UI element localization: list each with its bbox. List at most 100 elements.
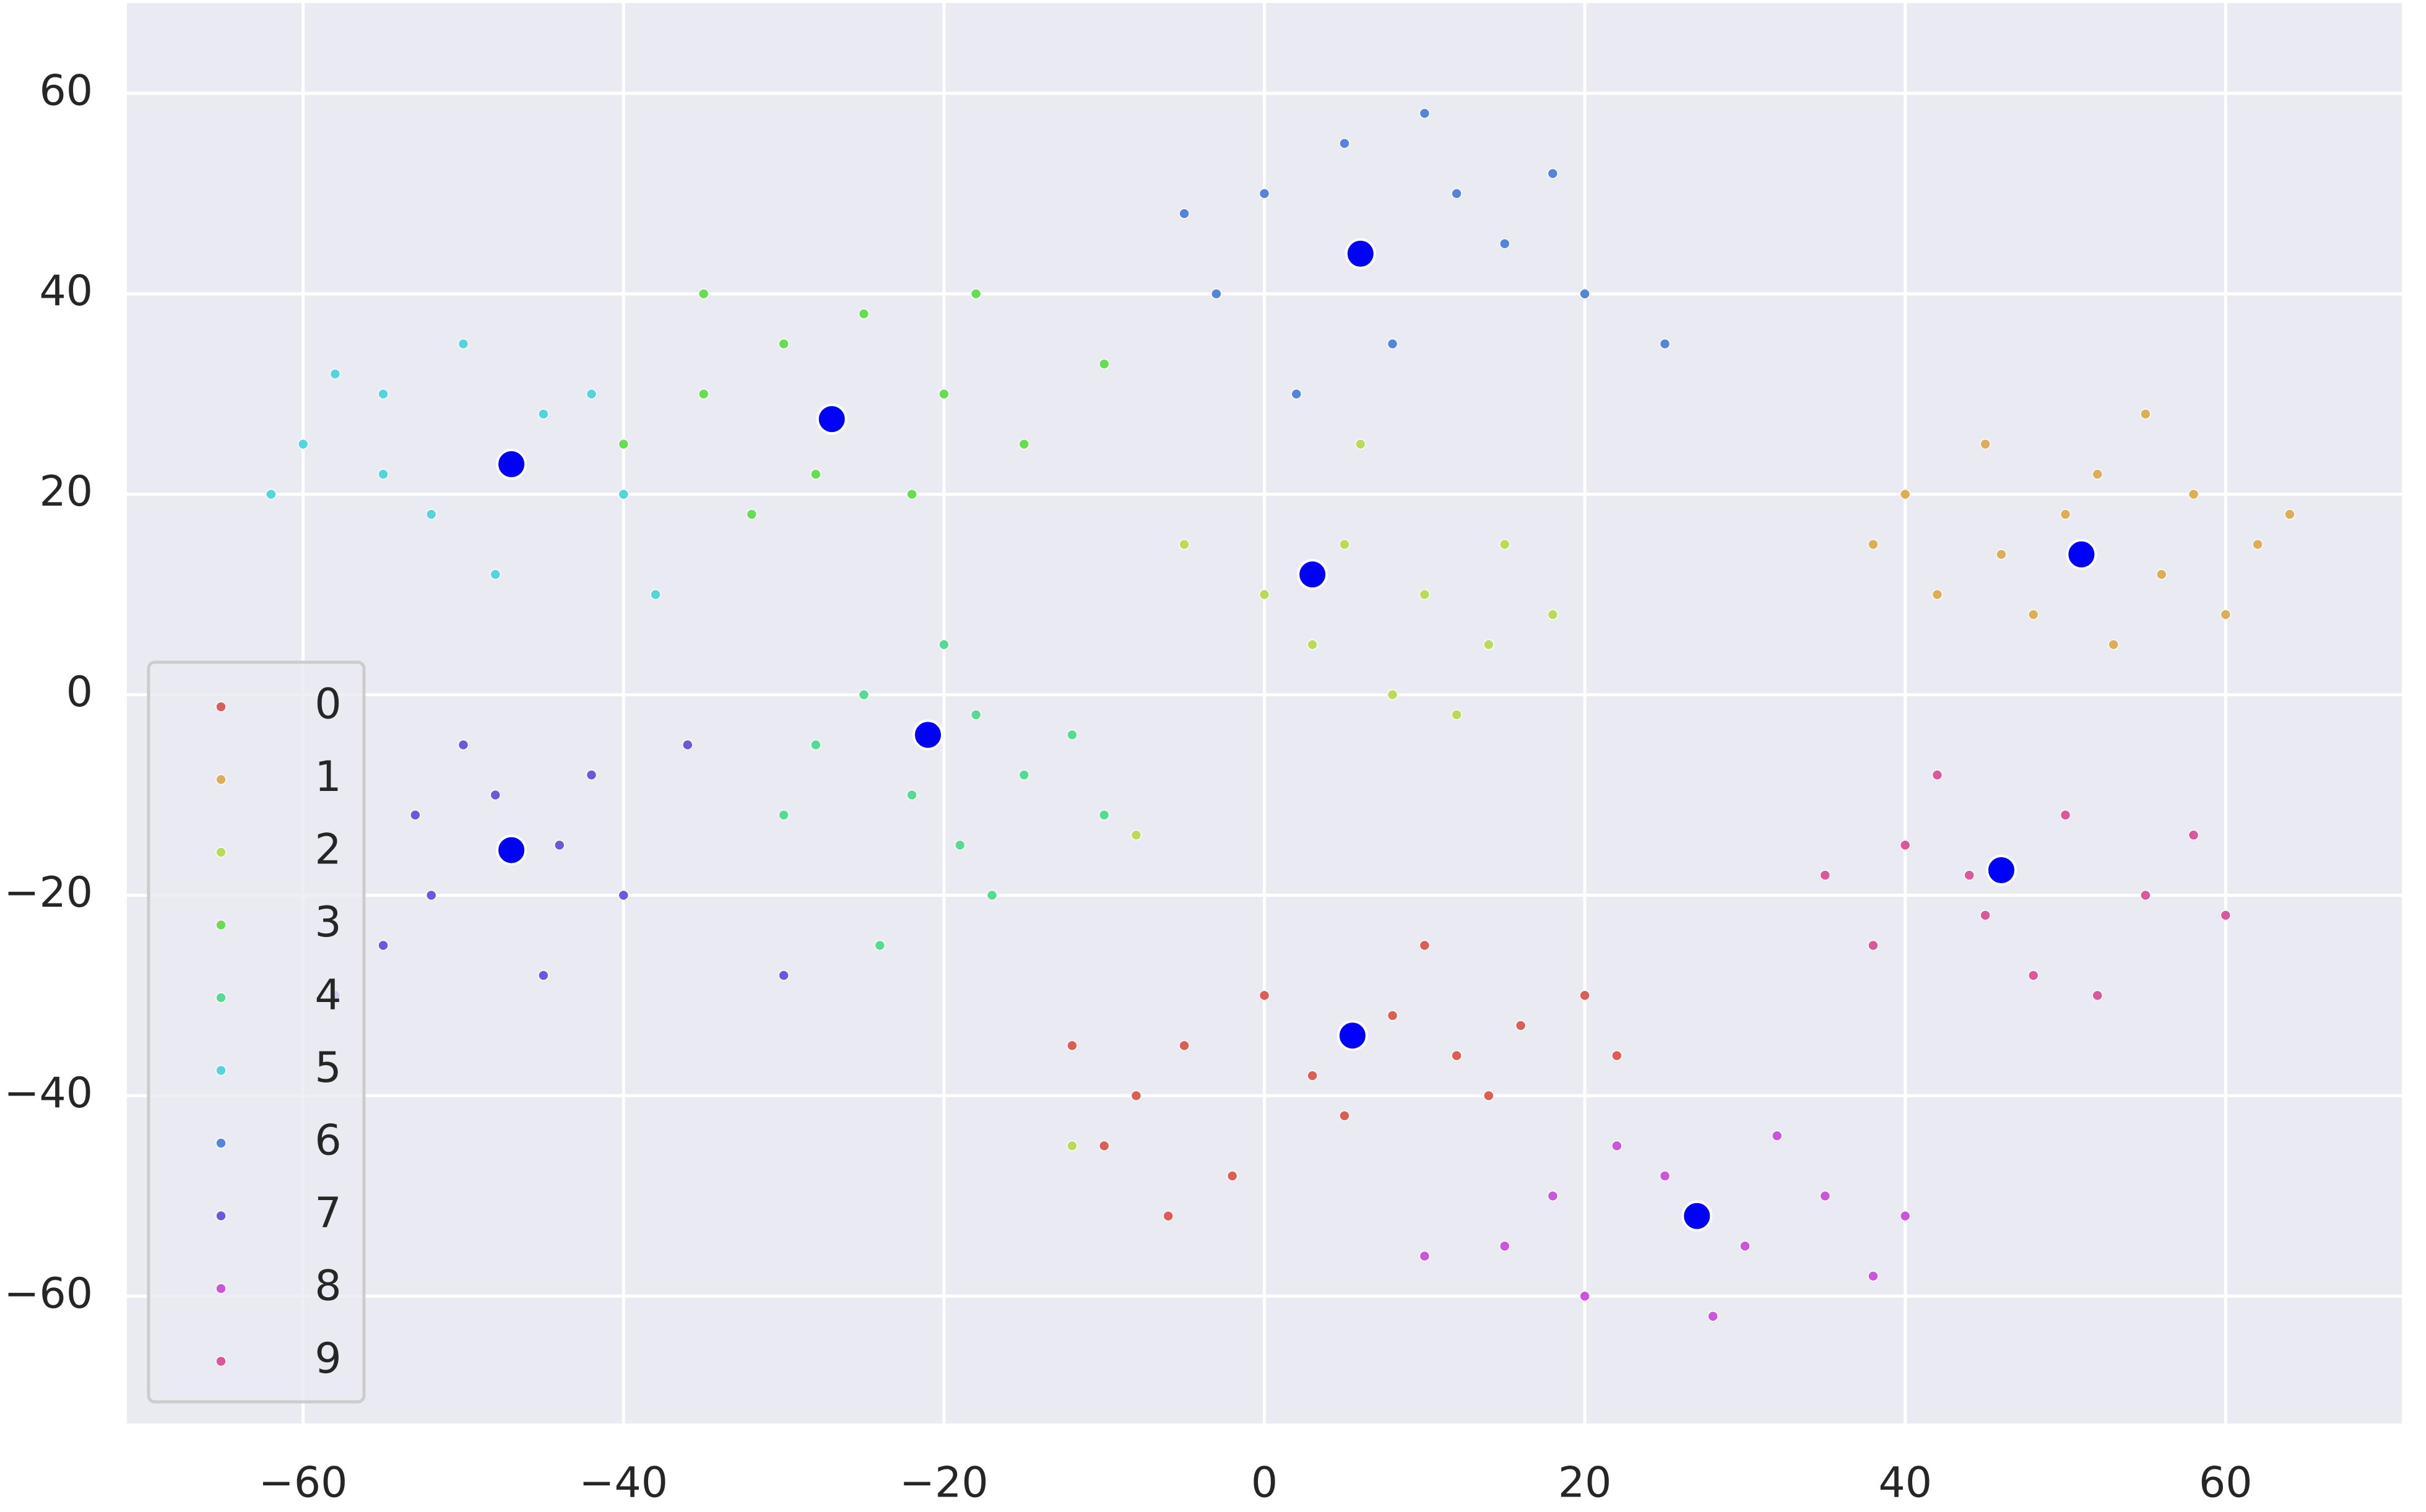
point	[858, 689, 870, 701]
x-tick-label: −60	[259, 1459, 348, 1508]
point	[650, 589, 661, 600]
legend-marker	[215, 774, 227, 785]
point	[1098, 1140, 1110, 1152]
point	[618, 438, 630, 450]
point	[1130, 829, 1142, 841]
legend-label: 8	[314, 1262, 341, 1311]
point	[1483, 1090, 1494, 1102]
point	[425, 889, 437, 901]
point	[2092, 469, 2103, 480]
point	[266, 488, 277, 500]
point	[2140, 889, 2151, 901]
point	[970, 709, 982, 720]
point	[1419, 940, 1431, 951]
point	[538, 970, 549, 981]
point	[2060, 509, 2071, 520]
point	[1067, 1140, 1078, 1152]
point	[1067, 729, 1078, 741]
y-tick-label: 40	[39, 267, 93, 316]
point	[490, 569, 501, 580]
centroid	[816, 404, 847, 435]
x-tick-label: −40	[579, 1459, 669, 1508]
point	[490, 789, 501, 801]
legend-label: 5	[314, 1043, 341, 1092]
point	[1419, 1250, 1431, 1262]
y-tick-label: −20	[4, 868, 93, 917]
point	[1018, 769, 1030, 780]
x-tick-label: 0	[1251, 1459, 1278, 1508]
point	[2220, 609, 2232, 620]
point	[1179, 208, 1190, 219]
point	[410, 810, 421, 821]
centroid	[2066, 538, 2097, 570]
point	[1339, 1110, 1350, 1121]
point	[2188, 488, 2199, 500]
point	[586, 769, 597, 780]
point	[938, 388, 950, 400]
point	[378, 940, 389, 951]
point	[1499, 538, 1510, 550]
point	[2140, 408, 2151, 420]
point	[1451, 709, 1462, 720]
point	[1739, 1240, 1751, 1252]
point	[1419, 589, 1431, 600]
point	[1419, 108, 1431, 119]
y-tick-label: −40	[4, 1069, 93, 1118]
point	[746, 509, 758, 520]
point	[1339, 137, 1350, 149]
centroid	[1336, 1020, 1368, 1052]
point	[1098, 810, 1110, 821]
point	[778, 810, 789, 821]
point	[1707, 1310, 1718, 1322]
point	[2028, 609, 2039, 620]
point	[1098, 358, 1110, 369]
point	[1980, 438, 1991, 450]
points	[266, 108, 2295, 1322]
legend-label: 1	[314, 753, 341, 801]
legend-label: 7	[314, 1189, 341, 1238]
point	[1499, 238, 1510, 249]
point	[1611, 1050, 1622, 1061]
point	[1899, 488, 1911, 500]
point	[1483, 639, 1494, 650]
centroid	[1681, 1200, 1713, 1232]
point	[425, 509, 437, 520]
legend-marker	[215, 919, 227, 931]
legend-marker	[215, 701, 227, 712]
point	[1659, 338, 1671, 350]
x-tick-label: −20	[899, 1459, 989, 1508]
point	[2284, 509, 2295, 520]
y-tick-label: −60	[4, 1269, 93, 1318]
point	[2028, 970, 2039, 981]
legend-marker	[215, 1138, 227, 1149]
point	[618, 889, 630, 901]
centroid	[1297, 559, 1328, 590]
point	[1451, 188, 1462, 199]
point	[457, 338, 469, 350]
point	[2060, 810, 2071, 821]
point	[1547, 609, 1559, 620]
point	[1964, 870, 1975, 881]
x-tick-label: 20	[1558, 1459, 1612, 1508]
point	[457, 739, 469, 751]
legend-marker	[215, 1210, 227, 1222]
point	[1339, 538, 1350, 550]
point	[906, 488, 917, 500]
legend-label: 2	[314, 826, 341, 875]
legend-marker	[215, 847, 227, 858]
point	[1611, 1140, 1622, 1152]
legend-label: 3	[314, 898, 341, 947]
point	[682, 739, 693, 751]
legend-label: 0	[314, 680, 341, 729]
point	[1258, 188, 1270, 199]
point	[1226, 1170, 1238, 1182]
point	[938, 639, 950, 650]
point	[698, 388, 709, 400]
point	[1868, 1271, 1879, 1282]
point	[1659, 1170, 1671, 1182]
point	[970, 288, 982, 300]
legend-label: 9	[314, 1334, 341, 1383]
point	[1547, 168, 1559, 179]
point	[1387, 1010, 1398, 1021]
point	[1179, 1040, 1190, 1052]
